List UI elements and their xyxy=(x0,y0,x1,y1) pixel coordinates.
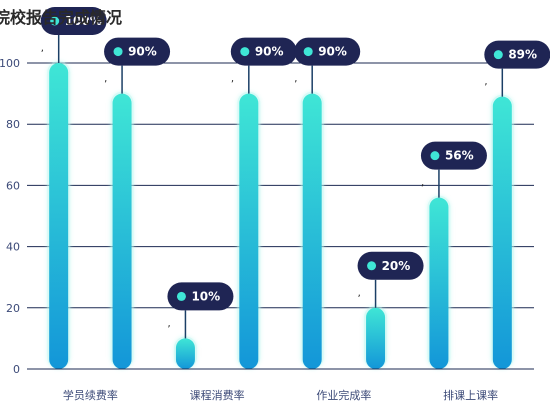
y-tick-label: 20 xyxy=(6,302,20,315)
tooltip-dot-icon xyxy=(240,47,250,57)
stray-mark: , xyxy=(104,74,107,85)
tooltip-dot-icon xyxy=(113,47,123,57)
x-tick-label: 排课上课率 xyxy=(443,388,498,402)
data-label: 90% xyxy=(255,45,284,59)
bar xyxy=(49,63,69,369)
x-tick-label: 作业完成率 xyxy=(316,388,371,402)
data-label: 56% xyxy=(445,149,474,163)
bar xyxy=(492,96,512,369)
y-tick-label: 80 xyxy=(6,118,20,131)
y-tick-label: 100 xyxy=(0,57,20,70)
stray-mark: , xyxy=(41,43,44,54)
data-label: 90% xyxy=(318,45,347,59)
bar xyxy=(302,93,322,369)
value-tooltips: 100%, 90%, 10%, 90%, 90%, 20%, 56%, 89%, xyxy=(40,7,550,339)
data-label: 90% xyxy=(128,45,157,59)
data-label: 89% xyxy=(508,48,537,62)
x-tick-label: 课程消费率 xyxy=(190,388,245,402)
tooltip-dot-icon xyxy=(176,291,186,301)
value-tooltip xyxy=(420,141,487,170)
tooltip-dot-icon xyxy=(303,47,313,57)
tooltip-dot-icon xyxy=(50,16,60,26)
stray-mark: , xyxy=(421,178,424,189)
y-tick-label: 0 xyxy=(13,363,20,376)
tooltip-dot-icon xyxy=(430,151,440,161)
bar xyxy=(429,197,449,369)
grid-lines xyxy=(27,62,534,370)
y-axis-ticks: 0 20 40 60 80 100 xyxy=(0,57,20,376)
data-label: 20% xyxy=(382,259,411,273)
bars xyxy=(47,61,514,369)
tooltip-dot-icon xyxy=(367,261,377,271)
chart-title: 院校报告完成情况 xyxy=(0,8,122,27)
stray-mark: , xyxy=(231,74,234,85)
stray-mark: , xyxy=(167,318,170,329)
y-tick-label: 40 xyxy=(6,241,20,254)
value-tooltip xyxy=(167,282,234,311)
value-tooltip xyxy=(294,37,361,66)
x-tick-label: 学员续费率 xyxy=(63,388,118,402)
value-tooltip xyxy=(40,7,107,35)
bar xyxy=(239,93,259,369)
y-tick-label: 60 xyxy=(6,179,20,192)
stray-mark: , xyxy=(358,288,361,299)
value-tooltip xyxy=(484,40,550,69)
bar xyxy=(175,338,195,369)
value-tooltip xyxy=(104,37,171,66)
data-label: 10% xyxy=(191,289,220,303)
stray-mark: , xyxy=(294,74,297,85)
tooltip-dot-icon xyxy=(493,50,503,60)
bar xyxy=(112,93,132,369)
x-axis-ticks: 学员续费率 课程消费率 作业完成率 排课上课率 xyxy=(27,368,534,402)
value-tooltip xyxy=(357,251,424,280)
value-tooltip xyxy=(230,37,297,66)
bar xyxy=(366,307,386,369)
data-label: 100% xyxy=(65,14,102,28)
stray-mark: , xyxy=(484,77,487,88)
